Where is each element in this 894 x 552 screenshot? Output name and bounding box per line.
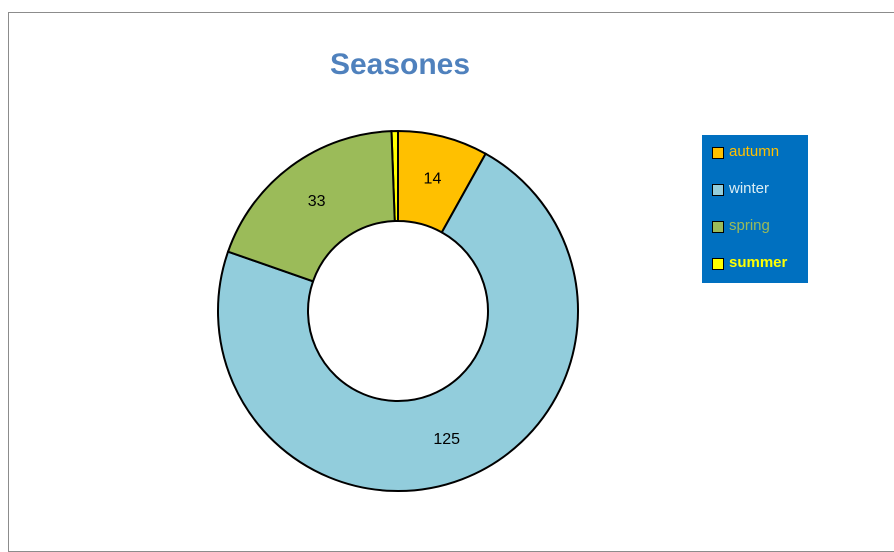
data-label-autumn: 14 (424, 170, 442, 187)
legend-label: autumn (729, 143, 780, 160)
donut-chart: 14 125 33 (217, 129, 579, 492)
legend-item-summer: summer (712, 254, 808, 291)
legend-swatch (712, 147, 724, 159)
legend-swatch (712, 184, 724, 196)
legend-item-spring: spring (712, 217, 808, 254)
legend-label: spring (729, 217, 770, 234)
legend-swatch (712, 221, 724, 233)
legend-item-autumn: autumn (712, 143, 808, 180)
donut-slice-winter (217, 152, 579, 492)
legend-swatch (712, 258, 724, 270)
chart-title: Seasones (329, 48, 471, 81)
legend: autumn winter spring summer (702, 135, 808, 283)
data-label-spring: 33 (308, 193, 326, 210)
data-label-winter: 125 (433, 431, 460, 448)
legend-item-winter: winter (712, 180, 808, 217)
legend-label: summer (729, 254, 788, 271)
legend-label: winter (729, 180, 770, 197)
donut-slice-spring (226, 130, 396, 283)
